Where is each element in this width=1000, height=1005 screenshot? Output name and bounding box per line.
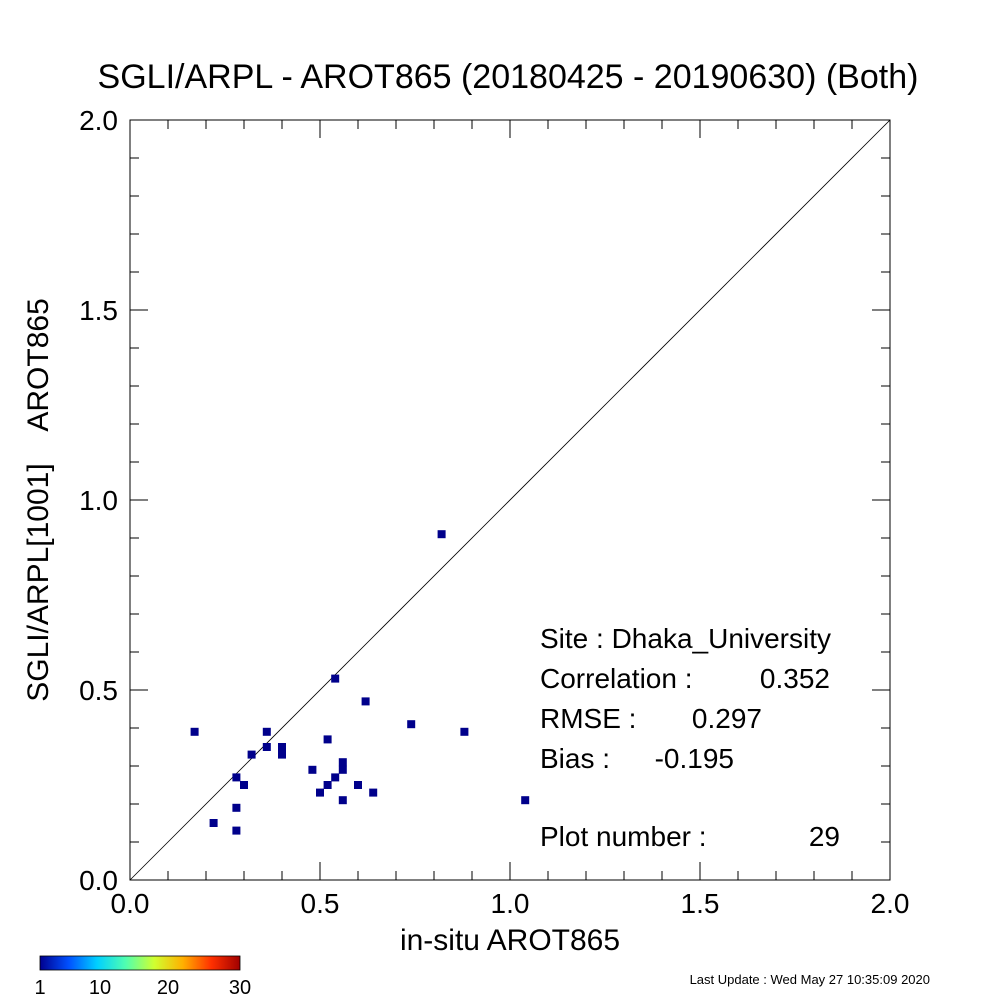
colorbar: 1 10 20 30 (34, 955, 251, 999)
data-point (338, 796, 347, 805)
data-point (262, 727, 271, 736)
data-point (354, 781, 362, 789)
data-point (460, 727, 469, 736)
rmse-label: RMSE : (540, 703, 636, 734)
data-point (331, 674, 340, 683)
colorbar-label: 30 (229, 977, 251, 999)
data-point (232, 803, 241, 812)
data-point (338, 765, 347, 774)
one-to-one-line (129, 119, 891, 881)
data-points (190, 530, 530, 835)
x-tick-label: 2.0 (871, 888, 910, 919)
data-point (190, 727, 199, 736)
plot-area (129, 119, 891, 881)
data-point (209, 819, 218, 827)
data-point (331, 773, 340, 782)
colorbar-label: 10 (89, 977, 111, 999)
y-tick-label: 1.0 (79, 485, 118, 516)
data-point (232, 826, 241, 835)
minor-ticks (129, 119, 891, 881)
data-point (278, 750, 286, 759)
y-tick-label: 0.0 (79, 865, 118, 896)
bias-label: Bias : (540, 743, 610, 774)
x-axis-label: in-situ AROT865 (400, 924, 620, 957)
data-point (323, 781, 332, 789)
data-point (232, 773, 241, 782)
data-point (323, 735, 332, 744)
chart-title: SGLI/ARPL - AROT865 (20180425 - 20190630… (98, 58, 919, 96)
y-tick-label: 1.5 (79, 295, 118, 326)
data-point (262, 743, 271, 751)
x-tick-label: 1.5 (681, 888, 720, 919)
y-tick-labels: 0.0 0.5 1.0 1.5 2.0 (79, 105, 118, 896)
data-point (521, 796, 530, 805)
data-point (247, 750, 256, 759)
data-point (361, 697, 370, 706)
last-update-text: Last Update : Wed May 27 10:35:09 2020 (690, 972, 930, 987)
x-tick-label: 1.0 (491, 888, 530, 919)
data-point (407, 720, 416, 729)
stats-box: Site : Dhaka_University Correlation : 0.… (540, 623, 840, 852)
y-tick-label: 0.5 (79, 675, 118, 706)
rmse-value: 0.297 (692, 703, 762, 734)
data-point (338, 758, 347, 767)
x-tick-labels: 0.0 0.5 1.0 1.5 2.0 (111, 888, 910, 919)
data-point (308, 765, 317, 774)
y-axis-label: SGLI/ARPL[1001] AROT865 (22, 298, 55, 702)
x-tick-label: 0.0 (111, 888, 150, 919)
x-tick-label: 0.5 (301, 888, 340, 919)
data-point (369, 788, 378, 797)
colorbar-bar (39, 955, 241, 971)
bias-value: -0.195 (655, 743, 734, 774)
colorbar-label: 20 (157, 977, 179, 999)
plot-number-label: Plot number : (540, 821, 707, 852)
colorbar-labels: 1 10 20 30 (34, 977, 251, 999)
data-point (240, 781, 248, 789)
plot-number-value: 29 (809, 821, 840, 852)
data-point (278, 743, 286, 751)
correlation-label: Correlation : (540, 663, 693, 694)
y-tick-label: 2.0 (79, 105, 118, 136)
data-point (316, 788, 324, 797)
site-text: Site : Dhaka_University (540, 623, 831, 654)
correlation-value: 0.352 (760, 663, 830, 694)
data-point (437, 530, 446, 539)
colorbar-label: 1 (34, 977, 45, 999)
